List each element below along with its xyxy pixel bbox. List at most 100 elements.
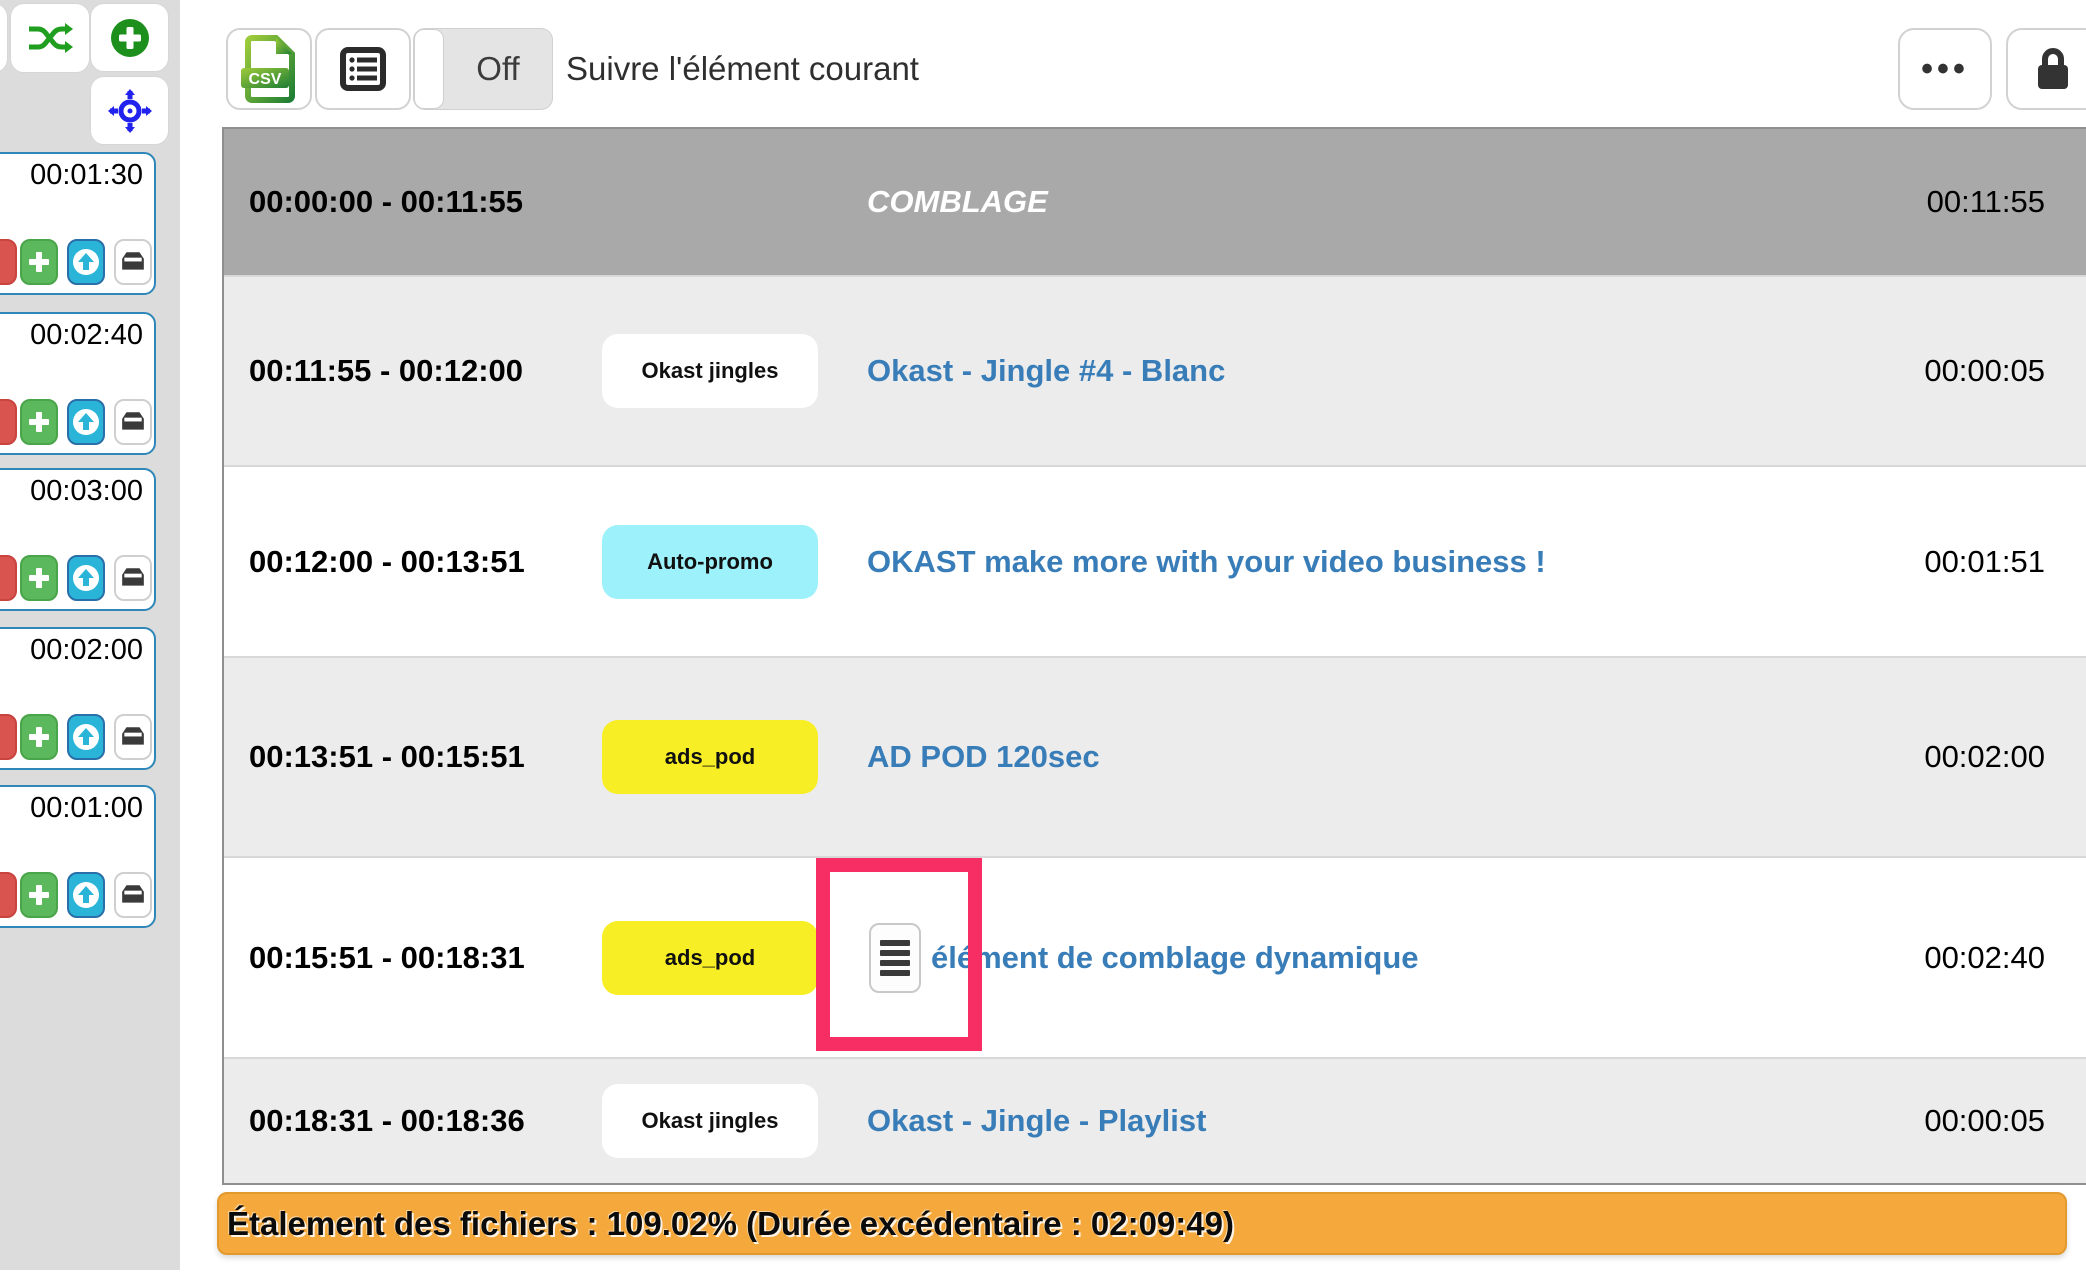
lock-button[interactable] [2006, 28, 2086, 110]
playlist-view-button[interactable] [315, 28, 411, 110]
row-time-range: 00:18:31 - 00:18:36 [249, 1103, 525, 1138]
more-options-button[interactable]: ••• [1898, 28, 1992, 110]
row-duration: 00:11:55 [1926, 184, 2045, 219]
circle-up-arrow-icon [73, 724, 99, 750]
sidebar-cutoff-button[interactable] [0, 3, 8, 73]
row-time-range: 00:12:00 - 00:13:51 [249, 543, 525, 579]
queue-card[interactable]: 00:01:00 [0, 785, 156, 928]
category-badge: Okast jingles [602, 334, 818, 408]
row-title-link[interactable]: Okast - Jingle - Playlist [867, 1103, 1207, 1138]
queue-card[interactable]: 00:03:00 [0, 468, 156, 611]
delete-button[interactable] [0, 399, 17, 445]
sidebar: 00:01:30 00:02:40 [0, 0, 180, 1270]
playlist-row[interactable]: 00:11:55 - 00:12:00 Okast jingles Okast … [224, 275, 2086, 465]
row-title-link[interactable]: élément de comblage dynamique [931, 939, 1419, 975]
playlist-row[interactable]: 00:13:51 - 00:15:51 ads_pod AD POD 120se… [224, 656, 2086, 856]
delete-button[interactable] [0, 239, 17, 285]
toggle-knob [414, 29, 444, 109]
add-item-button[interactable] [20, 714, 58, 760]
row-time-range: 00:15:51 - 00:18:31 [249, 939, 525, 975]
plus-circle-icon [110, 18, 149, 57]
queue-card-duration: 00:01:00 [30, 792, 143, 824]
delete-button[interactable] [0, 872, 17, 918]
delete-button[interactable] [0, 714, 17, 760]
move-target-button[interactable] [90, 76, 169, 145]
plus-icon [29, 727, 49, 747]
delete-button[interactable] [0, 555, 17, 601]
row-duration: 00:01:51 [1924, 543, 2045, 579]
status-bar: Étalement des fichiers : 109.02% (Durée … [217, 1192, 2067, 1255]
row-duration: 00:02:40 [1924, 939, 2045, 975]
category-badge: ads_pod [602, 720, 818, 794]
playlist-row[interactable]: 00:15:51 - 00:18:31 ads_pod élément de c… [224, 856, 2086, 1057]
queue-card[interactable]: 00:02:00 [0, 627, 156, 770]
queue-card-duration: 00:02:40 [30, 319, 143, 351]
row-duration: 00:02:00 [1924, 739, 2045, 774]
inbox-icon [122, 568, 144, 586]
category-badge: ads_pod [602, 920, 818, 995]
playlist-table: 00:00:00 - 00:11:55 COMBLAGE 00:11:55 00… [222, 127, 2086, 1185]
inbox-icon [122, 412, 144, 430]
plus-icon [29, 885, 49, 905]
row-title-link[interactable]: Okast - Jingle #4 - Blanc [867, 353, 1226, 388]
add-item-button[interactable] [20, 239, 58, 285]
ellipsis-icon: ••• [1921, 50, 1969, 88]
category-badge: Okast jingles [602, 1084, 818, 1158]
upload-button[interactable] [67, 239, 105, 285]
add-item-button[interactable] [20, 555, 58, 601]
inbox-button[interactable] [114, 239, 152, 285]
playlist-row[interactable]: 00:12:00 - 00:13:51 Auto-promo OKAST mak… [224, 465, 2086, 656]
row-duration: 00:00:05 [1924, 1103, 2045, 1138]
plus-icon [29, 568, 49, 588]
inbox-button[interactable] [114, 872, 152, 918]
category-badge: Auto-promo [602, 524, 818, 599]
upload-button[interactable] [67, 872, 105, 918]
toggle-state-label: Off [476, 50, 520, 87]
export-csv-button[interactable]: CSV [226, 28, 312, 110]
queue-card-duration: 00:01:30 [30, 159, 143, 191]
row-duration: 00:00:05 [1924, 353, 2045, 388]
upload-button[interactable] [67, 399, 105, 445]
crosshair-icon [107, 88, 152, 133]
shuffle-button[interactable] [10, 3, 90, 73]
svg-text:CSV: CSV [249, 71, 282, 88]
inbox-icon [122, 885, 144, 903]
row-time-range: 00:11:55 - 00:12:00 [249, 353, 524, 388]
upload-button[interactable] [67, 714, 105, 760]
plus-icon [29, 252, 49, 272]
list-alt-icon [340, 47, 386, 91]
queue-card[interactable]: 00:01:30 [0, 152, 156, 295]
plus-icon [29, 412, 49, 432]
add-item-button[interactable] [20, 399, 58, 445]
inbox-button[interactable] [114, 555, 152, 601]
csv-file-icon: CSV [241, 35, 295, 103]
playlist-row[interactable]: 00:18:31 - 00:18:36 Okast jingles Okast … [224, 1057, 2086, 1183]
hamburger-icon [880, 939, 910, 946]
circle-up-arrow-icon [73, 565, 99, 591]
queue-card[interactable]: 00:02:40 [0, 312, 156, 455]
queue-card-duration: 00:03:00 [30, 475, 143, 507]
inbox-icon [122, 727, 144, 745]
queue-card-duration: 00:02:00 [30, 634, 143, 666]
row-title: COMBLAGE [867, 184, 1048, 219]
row-title-link[interactable]: OKAST make more with your video business… [867, 543, 1546, 579]
follow-toggle[interactable]: Off [413, 28, 553, 110]
circle-up-arrow-icon [73, 249, 99, 275]
add-button[interactable] [90, 3, 169, 72]
add-item-button[interactable] [20, 872, 58, 918]
inbox-button[interactable] [114, 714, 152, 760]
inbox-button[interactable] [114, 399, 152, 445]
dynamic-fill-menu-button[interactable] [869, 922, 921, 993]
lock-icon [2038, 48, 2068, 89]
circle-up-arrow-icon [73, 409, 99, 435]
row-time-range: 00:00:00 - 00:11:55 [249, 184, 524, 219]
status-bar-text: Étalement des fichiers : 109.02% (Durée … [227, 1204, 1234, 1242]
follow-current-item-label: Suivre l'élément courant [566, 50, 919, 87]
playlist-row[interactable]: 00:00:00 - 00:11:55 COMBLAGE 00:11:55 [224, 129, 2086, 275]
row-time-range: 00:13:51 - 00:15:51 [249, 739, 525, 774]
row-title-link[interactable]: AD POD 120sec [867, 739, 1100, 774]
shuffle-icon [29, 23, 73, 53]
upload-button[interactable] [67, 555, 105, 601]
inbox-icon [122, 252, 144, 270]
